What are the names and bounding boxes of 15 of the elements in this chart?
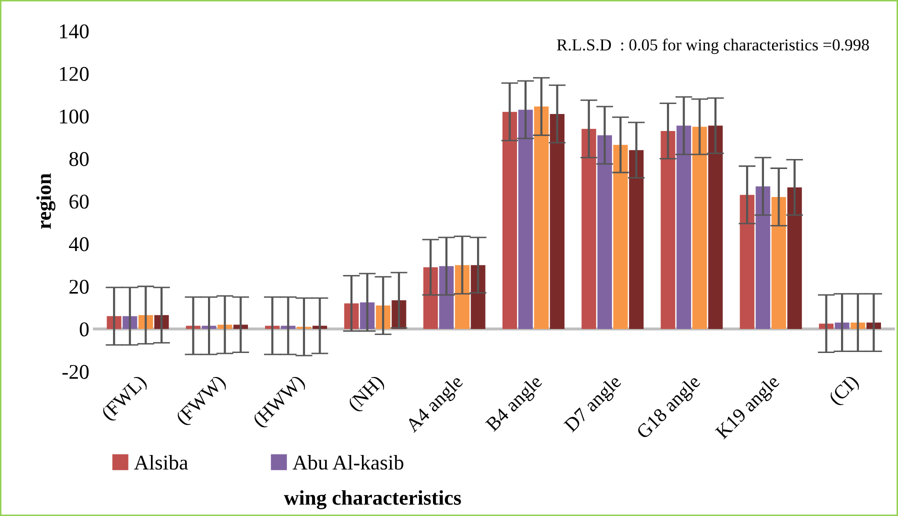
y-tick-label: 120: [60, 66, 89, 81]
y-tick-label: 80: [69, 152, 89, 166]
y-tick-label: 100: [60, 109, 89, 124]
x-axis-title: wing characteristics: [284, 490, 461, 510]
annotation: R.L.S.D : 0.05 for wing characteristics =0.998: [556, 38, 869, 54]
y-tick-label: 60: [69, 194, 89, 209]
y-tick-label: 140: [60, 24, 89, 38]
y-axis-title: region: [36, 173, 56, 229]
y-tick-label: 20: [70, 280, 89, 294]
legend-label: Alsiba: [134, 455, 188, 470]
x-tick-label: (CI): [828, 374, 862, 408]
legend-label: Abu Al-kasib: [292, 455, 404, 470]
y-tick-label: 40: [69, 237, 89, 252]
y-tick-label: -20: [62, 364, 89, 379]
y-tick-label: 0: [80, 322, 89, 336]
